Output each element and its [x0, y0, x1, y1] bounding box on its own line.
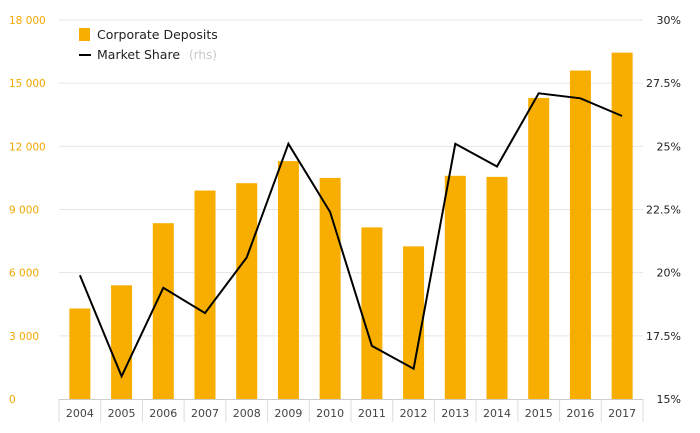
gridlines [59, 19, 643, 337]
legend: Corporate Deposits Market Share (rhs) [79, 27, 218, 62]
x-tick-label: 2017 [608, 407, 636, 420]
market-share-line [78, 92, 623, 379]
legend-bar-label: Corporate Deposits [97, 27, 218, 42]
x-tick-label: 2008 [233, 407, 261, 420]
y-left-tick-label: 0 [9, 394, 16, 406]
x-tick-label: 2015 [525, 407, 553, 420]
legend-line-label: Market Share (rhs) [97, 47, 217, 62]
y-right-tick-label: 25% [657, 140, 681, 153]
y-right-tick-label: 27.5% [646, 77, 681, 90]
x-tick-label: 2006 [149, 407, 177, 420]
y-left-tick-label: 12 000 [9, 141, 46, 153]
y-left-tick-label: 15 000 [9, 78, 46, 90]
bar [111, 285, 133, 399]
bar [277, 161, 299, 399]
tick-labels: 0 15% 3 000 17.5% 6 000 20% 9 000 22.5% 12 000 25… [9, 14, 681, 420]
y-right-tick-label: 20% [657, 267, 681, 280]
line-series [78, 92, 623, 379]
legend-bar-swatch [79, 28, 90, 41]
x-tick-label: 2014 [483, 407, 511, 420]
y-right-tick-label: 15% [657, 393, 681, 406]
y-right-tick-label: 30% [657, 14, 681, 27]
x-tick-label: 2013 [441, 407, 469, 420]
bar [528, 97, 550, 400]
x-tick-label: 2010 [316, 407, 344, 420]
bar [152, 223, 174, 399]
bar [319, 177, 341, 399]
bar [194, 190, 216, 399]
bar [611, 52, 633, 400]
bar [236, 183, 258, 399]
x-tick-label: 2007 [191, 407, 219, 420]
x-tick-label: 2009 [274, 407, 302, 420]
legend-line-name: Market Share [97, 47, 180, 62]
x-axis [58, 399, 644, 422]
x-tick-label: 2011 [358, 407, 386, 420]
bar [486, 176, 508, 399]
y-left-tick-label: 3 000 [9, 331, 39, 343]
bar [444, 175, 466, 399]
x-tick-label: 2005 [108, 407, 136, 420]
y-right-tick-label: 17.5% [646, 330, 681, 343]
y-left-tick-label: 9 000 [9, 205, 39, 217]
bar [361, 227, 383, 399]
bar-series [69, 52, 633, 400]
bar [69, 308, 91, 399]
bar [403, 246, 425, 399]
bar [569, 70, 591, 400]
x-tick-label: 2004 [66, 407, 94, 420]
y-right-tick-label: 22.5% [646, 204, 681, 217]
y-left-tick-label: 18 000 [9, 15, 46, 27]
y-left-tick-label: 6 000 [9, 268, 39, 280]
x-tick-label: 2016 [566, 407, 594, 420]
x-tick-label: 2012 [400, 407, 428, 420]
legend-line-suffix: (rhs) [189, 48, 217, 62]
